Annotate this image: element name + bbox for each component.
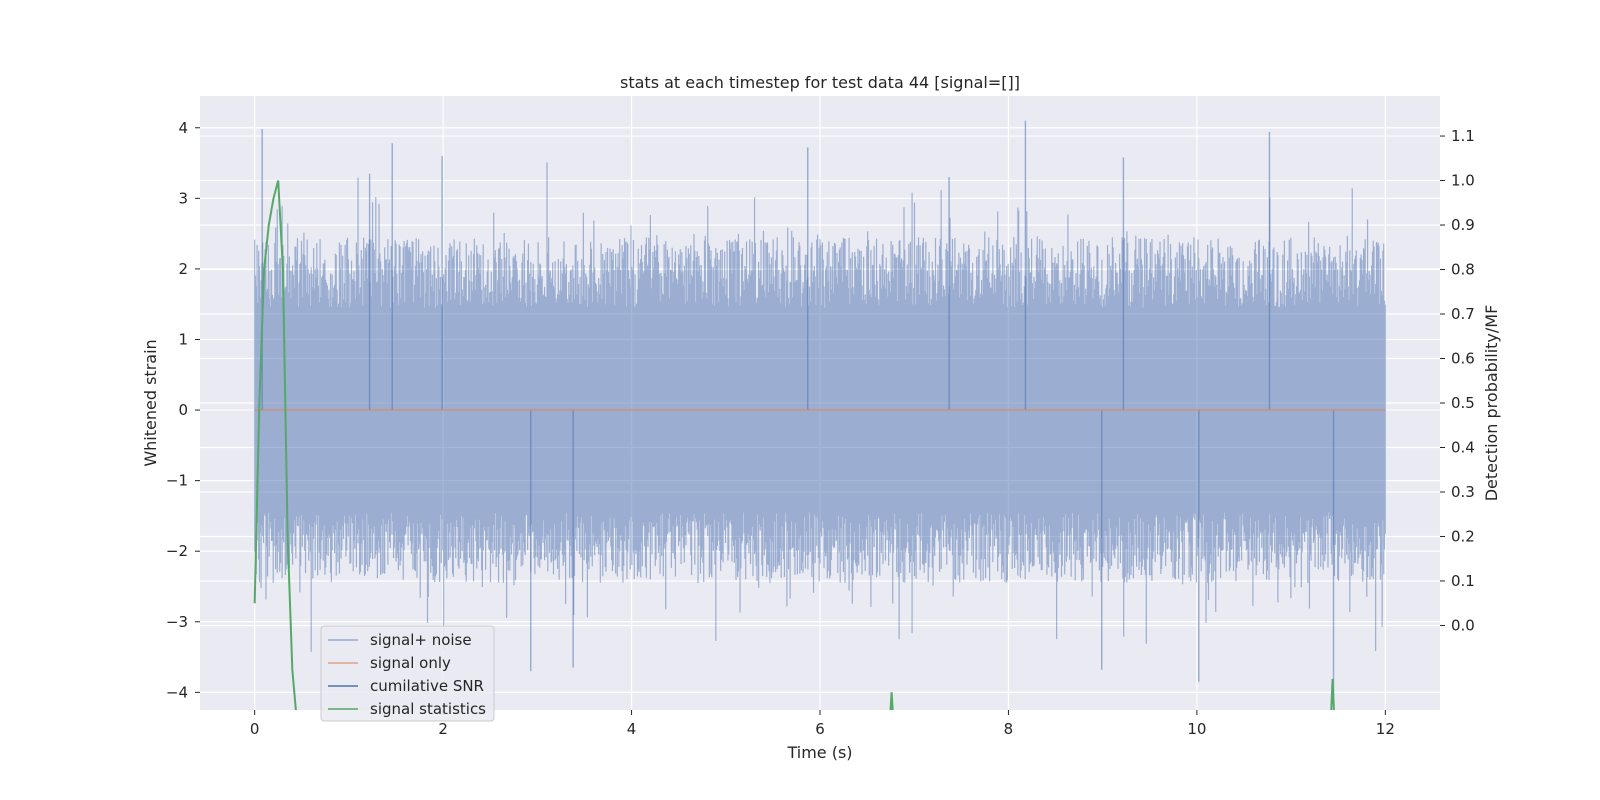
x-tick-label: 10 (1187, 720, 1206, 738)
y-tick-label: −2 (166, 542, 188, 560)
y2-tick-label: 1.0 (1451, 172, 1475, 190)
y-tick-label: 2 (178, 260, 188, 278)
x-tick-label: 0 (250, 720, 260, 738)
x-tick-label: 12 (1376, 720, 1395, 738)
y2-tick-label: 0.2 (1451, 527, 1475, 545)
y-axis-label: Whitened strain (141, 339, 160, 466)
legend-label-signal-statistics: signal statistics (370, 700, 486, 718)
y-tick-label: −1 (166, 472, 188, 490)
y2-axis-label: Detection probability/MF (1482, 305, 1501, 502)
y-tick-label: 0 (178, 401, 188, 419)
legend-label-signal-noise: signal+ noise (370, 631, 472, 649)
signal-noise-trace (254, 162, 1386, 652)
x-tick-label: 4 (627, 720, 637, 738)
signal-statistics-line (1330, 678, 1335, 710)
y2-tick-label: 0.1 (1451, 572, 1475, 590)
x-tick-label: 2 (438, 720, 448, 738)
y-tick-label: −4 (166, 683, 188, 701)
y2-tick-label: 0.5 (1451, 394, 1475, 412)
y-tick-label: 4 (178, 119, 188, 137)
y-tick-label: 3 (178, 189, 188, 207)
y2-tick-label: 0.7 (1451, 305, 1475, 323)
legend-label-cumulative-snr: cumilative SNR (370, 677, 484, 695)
series-lines (253, 180, 1386, 710)
y2-tick-label: 0.8 (1451, 261, 1475, 279)
legend-box (320, 625, 495, 722)
y2-tick-label: 0.0 (1451, 616, 1475, 634)
x-tick-label: 6 (815, 720, 825, 738)
y2-tick-label: 0.9 (1451, 216, 1475, 234)
y2-axis-ticks: 0.0 0.1 0.2 0.3 0.4 0.5 0.6 0.7 0.8 0.9 1.0 1.1 (1440, 127, 1475, 634)
x-axis-label: Time (s) (786, 743, 852, 762)
legend: signal+ noise signal only cumilative SNR… (320, 625, 495, 722)
y-tick-label: −3 (166, 613, 188, 631)
y2-tick-label: 1.1 (1451, 127, 1475, 145)
y2-tick-label: 0.6 (1451, 350, 1475, 368)
signal-statistics-line (889, 692, 894, 710)
y2-tick-label: 0.3 (1451, 483, 1475, 501)
chart-title: stats at each timestep for test data 44 … (620, 73, 1020, 92)
signal-statistics-line (253, 180, 297, 710)
y-axis-ticks: −4 −3 −2 −1 0 1 2 3 4 (166, 119, 200, 701)
y2-tick-label: 0.4 (1451, 438, 1475, 456)
x-axis-ticks: 0 2 4 6 8 10 12 (250, 710, 1395, 738)
legend-label-signal-only: signal only (370, 654, 451, 672)
y-tick-label: 1 (178, 330, 188, 348)
signal-noise-series (254, 120, 1386, 696)
x-tick-label: 8 (1004, 720, 1014, 738)
